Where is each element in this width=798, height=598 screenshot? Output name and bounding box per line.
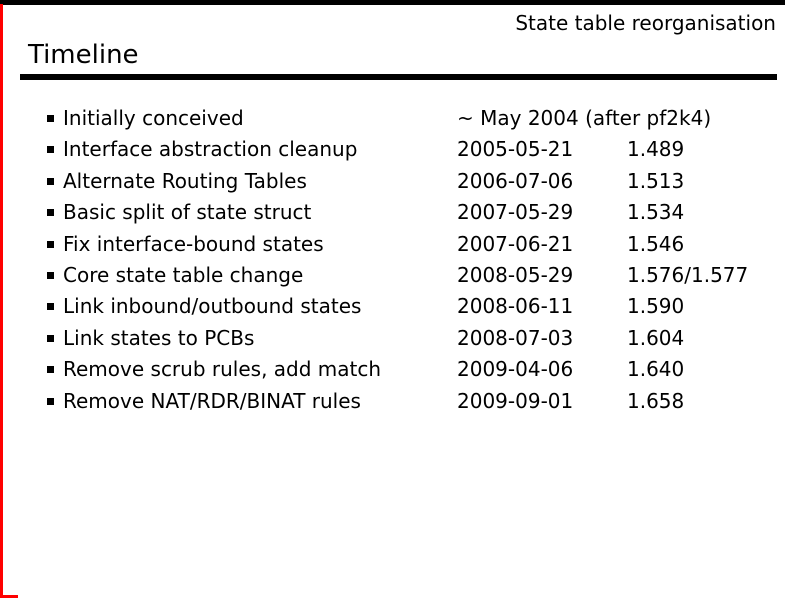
event-label: Alternate Routing Tables xyxy=(63,168,307,193)
date-label: 2009-09-01 xyxy=(457,388,574,413)
version-label: 1.576/1.577 xyxy=(627,262,749,287)
timeline-row: Alternate Routing Tables 2006-07-06 1.51… xyxy=(0,167,798,198)
version-label: 1.640 xyxy=(627,357,685,382)
version-label: 1.546 xyxy=(627,231,685,256)
top-border xyxy=(0,0,785,5)
page-title: Timeline xyxy=(28,40,139,70)
bullet-icon xyxy=(47,209,54,217)
timeline-row: Interface abstraction cleanup 2005-05-21… xyxy=(0,135,798,166)
bullet-icon xyxy=(47,240,54,248)
date-label: 2005-05-21 xyxy=(457,137,574,162)
event-label: Remove NAT/RDR/BINAT rules xyxy=(63,388,361,413)
bullet-icon xyxy=(47,115,54,122)
version-label: 1.489 xyxy=(627,137,685,162)
timeline-row: Core state table change 2008-05-29 1.576… xyxy=(0,261,798,292)
event-label: Link inbound/outbound states xyxy=(63,294,362,319)
timeline-list: Initially conceived ~ May 2004 (after pf… xyxy=(0,104,798,418)
timeline-row: Basic split of state struct 2007-05-29 1… xyxy=(0,198,798,229)
slide-header: State table reorganisation xyxy=(515,11,776,35)
date-label: ~ May 2004 (after pf2k4) xyxy=(457,106,712,130)
event-label: Fix interface-bound states xyxy=(63,231,324,256)
event-label: Core state table change xyxy=(63,262,304,287)
date-label: 2007-06-21 xyxy=(457,231,574,256)
version-label: 1.604 xyxy=(627,325,685,350)
timeline-row: Initially conceived ~ May 2004 (after pf… xyxy=(0,104,798,135)
bullet-icon xyxy=(47,303,54,311)
bullet-icon xyxy=(47,271,54,279)
event-label: Basic split of state struct xyxy=(63,200,312,225)
event-label: Link states to PCBs xyxy=(63,325,255,350)
timeline-row: Link states to PCBs 2008-07-03 1.604 xyxy=(0,324,798,355)
event-label: Remove scrub rules, add match xyxy=(63,357,382,382)
date-label: 2008-06-11 xyxy=(457,294,574,319)
date-label: 2009-04-06 xyxy=(457,357,574,382)
date-label: 2007-05-29 xyxy=(457,200,574,225)
bullet-icon xyxy=(47,334,54,342)
date-label: 2006-07-06 xyxy=(457,168,574,193)
event-label: Interface abstraction cleanup xyxy=(63,137,358,162)
timeline-row: Remove scrub rules, add match 2009-04-06… xyxy=(0,355,798,386)
event-label: Initially conceived xyxy=(63,106,244,130)
version-label: 1.590 xyxy=(627,294,685,319)
version-label: 1.513 xyxy=(627,168,685,193)
title-underline xyxy=(20,74,777,80)
timeline-row: Remove NAT/RDR/BINAT rules 2009-09-01 1.… xyxy=(0,387,798,418)
timeline-row: Link inbound/outbound states 2008-06-11 … xyxy=(0,292,798,323)
bullet-icon xyxy=(47,146,54,154)
left-border xyxy=(0,4,3,596)
bullet-icon xyxy=(47,397,54,405)
bullet-icon xyxy=(47,177,54,185)
version-label: 1.658 xyxy=(627,388,685,413)
date-label: 2008-07-03 xyxy=(457,325,574,350)
version-label: 1.534 xyxy=(627,200,685,225)
bullet-icon xyxy=(47,366,54,374)
timeline-row: Fix interface-bound states 2007-06-21 1.… xyxy=(0,230,798,261)
date-label: 2008-05-29 xyxy=(457,262,574,287)
bottom-border-stub xyxy=(0,595,18,598)
